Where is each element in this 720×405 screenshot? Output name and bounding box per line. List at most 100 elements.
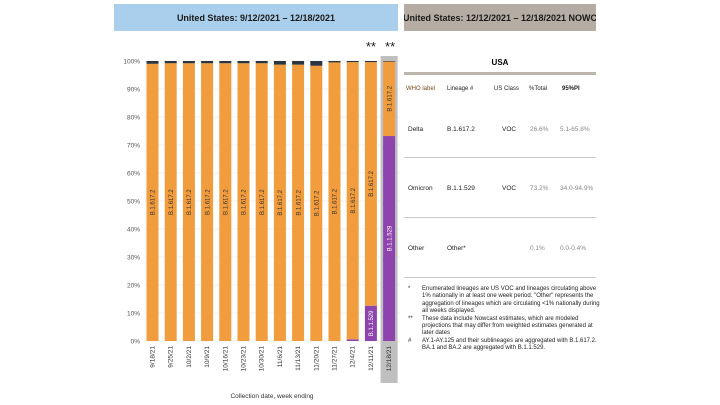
- bar-label: B.1.617.2: [260, 189, 266, 215]
- bar-segment: [273, 64, 286, 341]
- nowcast-annotation: **: [385, 39, 395, 54]
- footnote-symbol: **: [408, 315, 413, 322]
- col-head-95pi: 95%PI: [562, 86, 580, 92]
- x-tick-label: 12/4/21: [350, 346, 357, 368]
- row-delta-pi: 5.1-65.8%: [560, 126, 590, 133]
- bar-segment: [383, 136, 396, 341]
- bar-segment: [255, 61, 268, 64]
- row-other-lineage: Other*: [447, 245, 466, 252]
- row-omicron-who: Omicron: [408, 185, 433, 192]
- row-omicron-class: VOC: [502, 185, 517, 192]
- row-other-pi: 0.0-0.4%: [560, 245, 587, 252]
- footnote-text: Enumerated lineages are US VOC and linea…: [422, 286, 600, 315]
- bar-segment: [383, 61, 396, 137]
- x-tick-label: 11/13/21: [295, 346, 302, 371]
- bar-segment: [219, 63, 232, 342]
- x-tick-label: 12/18/21: [386, 346, 393, 372]
- footnote: * Enumerated lineages are US VOC and lin…: [408, 286, 600, 316]
- y-tick-label: 100%: [123, 59, 140, 66]
- row-divider: [404, 157, 596, 158]
- bar-label: B.1.617.2: [151, 189, 157, 215]
- y-tick-label: 80%: [127, 115, 140, 122]
- y-tick-label: 10%: [127, 311, 140, 318]
- table-title: USA: [491, 58, 509, 67]
- table-title-divider: [404, 72, 596, 75]
- bar-segment: [328, 62, 341, 342]
- row-omicron-pct: 73.2%: [530, 185, 549, 192]
- bar-segment: [364, 305, 377, 341]
- bar-segment: [310, 61, 323, 66]
- bar-label: B.1.617.2: [187, 189, 193, 215]
- col-head-pct-total: %Total: [529, 86, 548, 92]
- row-delta-who: Delta: [408, 126, 424, 133]
- bar-label: B.1.617.2: [242, 189, 248, 215]
- bar-segment: [201, 63, 214, 342]
- bar-label: B.1.617.2: [205, 189, 211, 215]
- x-tick-label: 11/27/21: [332, 346, 339, 371]
- bar-label: B.1.617.2: [315, 190, 321, 216]
- x-tick-label: 9/25/21: [168, 346, 175, 368]
- y-tick-label: 50%: [127, 199, 140, 206]
- x-axis-title: Collection date, week ending: [230, 393, 313, 400]
- x-tick-label: 11/20/21: [313, 346, 320, 371]
- bar-segment: [364, 61, 377, 63]
- bar-segment: [255, 63, 268, 342]
- bar-label: B.1.1.529: [369, 310, 375, 336]
- footnote: # AY.1-AY.125 and their sublineages are …: [408, 338, 600, 353]
- y-tick-label: 40%: [127, 227, 140, 234]
- bar-label: B.1.1.529: [387, 225, 393, 251]
- bar-segment: [328, 61, 341, 63]
- bar-segment: [182, 63, 195, 342]
- bar-segment: [201, 61, 214, 64]
- row-delta-pct: 26.6%: [530, 126, 549, 133]
- row-other-who: Other: [408, 245, 425, 252]
- row-other-pct: 0.1%: [530, 245, 545, 252]
- x-tick-label: 10/16/21: [222, 346, 229, 372]
- bar-segment: [182, 61, 195, 64]
- bar-label: B.1.617.2: [369, 170, 375, 196]
- bar-segment: [346, 62, 359, 340]
- bar-segment: [237, 61, 250, 64]
- y-tick-label: 70%: [127, 143, 140, 150]
- row-delta-class: VOC: [502, 126, 517, 133]
- bar-segment: [273, 61, 286, 65]
- variant-proportion-chart: 0% 10% 20% 30% 40% 50% 60% 70% 80% 90% 100% B.1.617…: [123, 39, 400, 400]
- x-tick-label: 11/6/21: [277, 346, 284, 368]
- footnote-symbol: #: [408, 337, 412, 344]
- bar-segment: [292, 61, 305, 65]
- footnotes: * Enumerated lineages are US VOC and lin…: [408, 286, 600, 353]
- bar-segment: [346, 61, 359, 63]
- bar-label: B.1.617.2: [333, 188, 339, 214]
- bar-segment: [292, 64, 305, 341]
- y-tick-label: 20%: [127, 283, 140, 290]
- bar-segment: [346, 339, 359, 341]
- footnote-text: These data include Nowcast estimates, wh…: [422, 315, 593, 337]
- left-header: United States: 9/12/2021 – 12/18/2021: [114, 4, 398, 31]
- row-omicron-pi: 34.0-94.9%: [560, 185, 594, 192]
- footnote-text: AY.1-AY.125 and their sublineages are ag…: [422, 337, 597, 352]
- right-header: United States: 12/12/2021 – 12/18/2021 N…: [404, 4, 596, 31]
- col-head-lineage: Lineage #: [447, 86, 474, 92]
- x-tick-label: 9/18/21: [150, 346, 157, 368]
- footnote: ** These data include Nowcast estimates,…: [408, 316, 600, 338]
- bar-segment: [219, 61, 232, 64]
- col-head-us-class: US Class: [494, 86, 520, 92]
- nowcast-annotation: **: [366, 39, 376, 54]
- bar-label: B.1.617.2: [278, 189, 284, 215]
- row-divider: [404, 217, 596, 218]
- y-tick-label: 30%: [127, 255, 140, 262]
- bar-segment: [364, 62, 377, 306]
- bar-segment: [310, 65, 323, 341]
- bar-label: B.1.617.2: [351, 187, 357, 213]
- row-delta-lineage: B.1.617.2: [447, 126, 475, 133]
- bar-segment: [146, 61, 159, 64]
- row-omicron-lineage: B.1.1.529: [447, 185, 475, 192]
- x-tick-label: 12/11/21: [368, 346, 375, 371]
- bar-segment: [237, 63, 250, 342]
- bar-label: B.1.617.2: [387, 85, 393, 111]
- y-tick-label: 0%: [131, 339, 141, 346]
- y-tick-label: 90%: [127, 87, 140, 94]
- footnote-symbol: *: [408, 286, 411, 292]
- y-tick-label: 60%: [127, 171, 140, 178]
- bar-label: B.1.617.2: [169, 189, 175, 215]
